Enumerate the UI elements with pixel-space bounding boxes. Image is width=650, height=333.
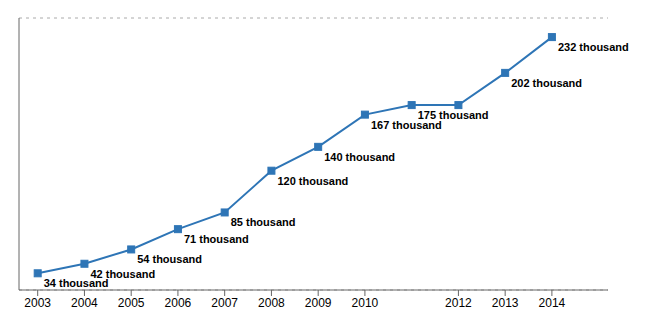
svg-text:2004: 2004: [71, 296, 98, 310]
svg-text:71 thousand: 71 thousand: [184, 233, 249, 245]
svg-text:2006: 2006: [165, 296, 192, 310]
svg-text:85 thousand: 85 thousand: [231, 216, 296, 228]
svg-text:202 thousand: 202 thousand: [511, 77, 582, 89]
svg-text:2007: 2007: [211, 296, 238, 310]
svg-text:34 thousand: 34 thousand: [43, 277, 109, 290]
svg-text:175 thousand: 175 thousand: [418, 109, 489, 121]
svg-text:167 thousand: 167 thousand: [370, 118, 442, 131]
svg-text:232 thousand: 232 thousand: [558, 41, 629, 53]
svg-text:2013: 2013: [492, 296, 519, 310]
svg-text:42 thousand: 42 thousand: [90, 268, 155, 280]
svg-text:2012: 2012: [445, 296, 472, 310]
svg-text:140 thousand: 140 thousand: [324, 151, 395, 163]
svg-text:2010: 2010: [352, 296, 379, 310]
svg-text:2005: 2005: [118, 296, 145, 310]
svg-text:54 thousand: 54 thousand: [137, 253, 202, 265]
svg-text:2008: 2008: [258, 296, 285, 310]
svg-text:2003: 2003: [24, 296, 51, 310]
svg-text:2009: 2009: [305, 296, 332, 310]
svg-text:120 thousand: 120 thousand: [277, 175, 348, 187]
svg-text:2014: 2014: [539, 296, 566, 310]
